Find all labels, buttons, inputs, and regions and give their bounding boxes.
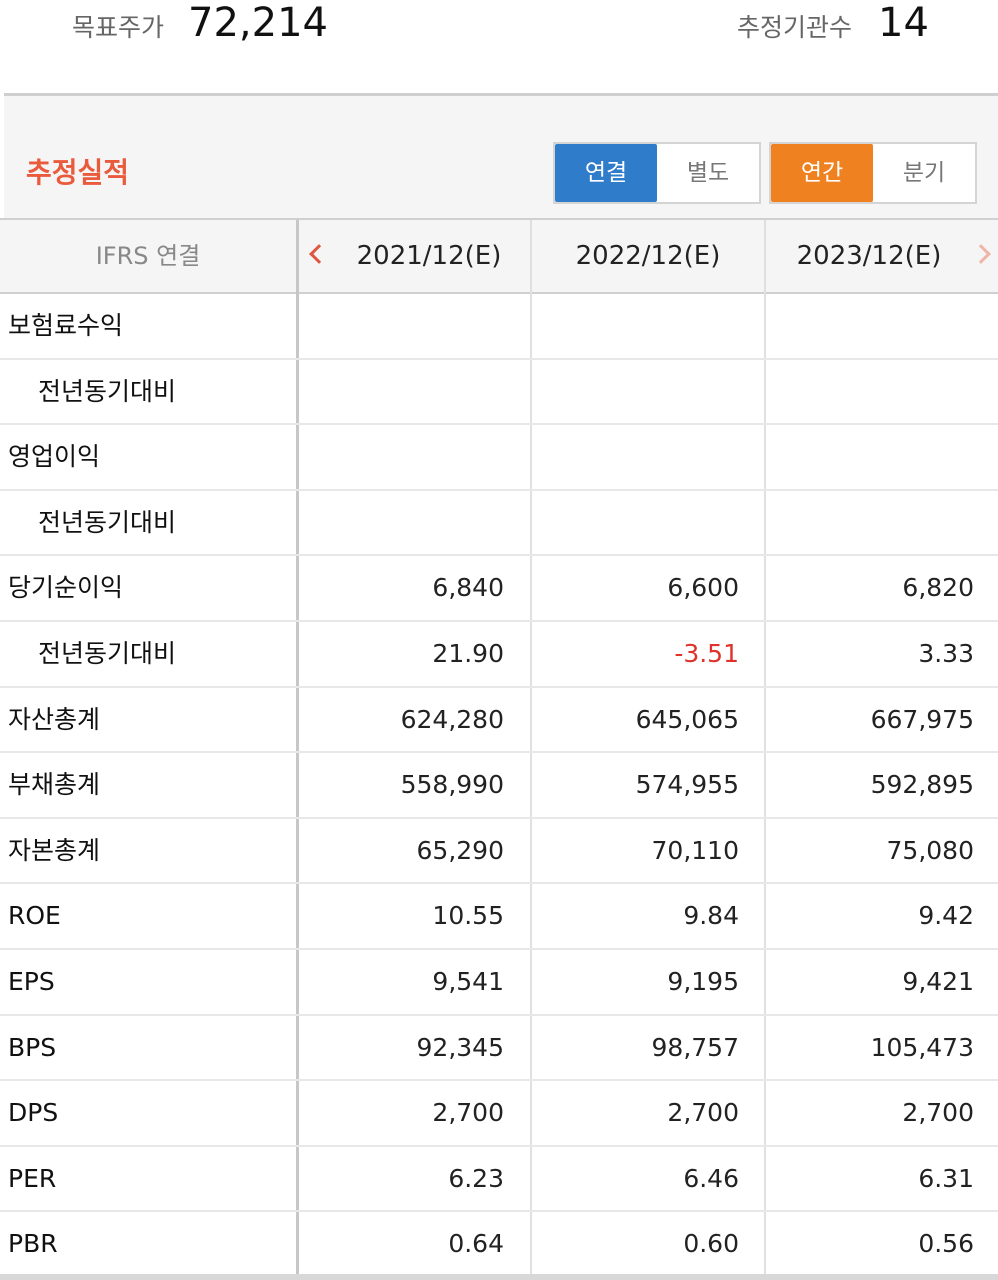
- table-cell: 9,541: [432, 966, 504, 996]
- row-label: PBR: [8, 1229, 58, 1259]
- table-cell: 70,110: [651, 835, 739, 865]
- row-label: 전년동기대비: [38, 638, 177, 668]
- table-row: EPS 9,541 9,195 9,421: [0, 950, 998, 1016]
- row-label: 부채총계: [8, 770, 101, 800]
- period-annual-button[interactable]: 연간: [771, 144, 873, 202]
- table-row: ROE 10.55 9.84 9.42: [0, 884, 998, 950]
- table-row: PBR 0.64 0.60 0.56: [0, 1212, 998, 1278]
- table-cell: 2,700: [667, 1098, 739, 1128]
- table-cell: 6.46: [683, 1163, 739, 1193]
- row-label: 영업이익: [8, 442, 101, 472]
- basis-toggle: 연결 별도: [553, 142, 761, 204]
- table-cell: [532, 425, 739, 489]
- period-toggle: 연간 분기: [769, 142, 977, 204]
- table-cell: [532, 360, 739, 424]
- table-cell: 667,975: [870, 704, 974, 734]
- table-cell: -3.51: [674, 638, 739, 668]
- table-cell: [766, 360, 974, 424]
- table-cell: [298, 491, 504, 555]
- table-cell: [766, 491, 974, 555]
- table-row: 보험료수익: [0, 294, 998, 360]
- row-label: ROE: [8, 901, 61, 931]
- table-cell: 645,065: [635, 704, 739, 734]
- row-label: EPS: [8, 966, 55, 996]
- table-cell: [766, 425, 974, 489]
- row-label: 자본총계: [8, 835, 101, 865]
- table-cell: 6.23: [448, 1163, 504, 1193]
- table-cell: 6,820: [902, 573, 974, 603]
- table-cell: [766, 294, 974, 358]
- section-title: 추정실적: [26, 156, 130, 189]
- institutions-value: 14: [878, 0, 929, 46]
- table-cell: 6,840: [432, 573, 504, 603]
- table-cell: [298, 294, 504, 358]
- table-cell: 9.42: [918, 901, 974, 931]
- table-cell: 2,700: [902, 1098, 974, 1128]
- table-cell: [532, 491, 739, 555]
- column-header: 2023/12(E): [796, 241, 942, 271]
- row-label: 전년동기대비: [38, 507, 177, 537]
- row-label: PER: [8, 1163, 57, 1193]
- row-label: 자산총계: [8, 704, 101, 734]
- table-cell: [298, 360, 504, 424]
- row-label: 당기순이익: [8, 573, 124, 603]
- table-cell: 9.84: [683, 901, 739, 931]
- target-price-label: 목표주가: [72, 13, 165, 42]
- column-divider: [764, 220, 766, 1280]
- table-row: DPS 2,700 2,700 2,700: [0, 1081, 998, 1147]
- table-cell: 21.90: [432, 638, 504, 668]
- corner-label: IFRS 연결: [95, 242, 201, 270]
- table-cell: 592,895: [870, 770, 974, 800]
- table-cell: 0.56: [918, 1229, 974, 1259]
- summary-header: 목표주가 72,214 추정기관수 14: [0, 0, 998, 93]
- table-row: 영업이익: [0, 425, 998, 491]
- table-row: BPS 92,345 98,757 105,473: [0, 1016, 998, 1082]
- table-cell: 2,700: [432, 1098, 504, 1128]
- table-row: 당기순이익 6,840 6,600 6,820: [0, 556, 998, 622]
- basis-separate-button[interactable]: 별도: [686, 160, 730, 186]
- table-cell: 105,473: [870, 1032, 974, 1062]
- table-row: PER 6.23 6.46 6.31: [0, 1147, 998, 1213]
- target-price-value: 72,214: [188, 0, 328, 46]
- table-cell: 65,290: [416, 835, 504, 865]
- table-row: 자산총계 624,280 645,065 667,975: [0, 688, 998, 754]
- table-cell: 574,955: [635, 770, 739, 800]
- table-cell: 558,990: [400, 770, 504, 800]
- table-cell: 75,080: [886, 835, 974, 865]
- table-row: 전년동기대비: [0, 360, 998, 426]
- table-row: 전년동기대비: [0, 491, 998, 557]
- table-cell: [532, 294, 739, 358]
- table-cell: 9,195: [667, 966, 739, 996]
- table-cell: 3.33: [918, 638, 974, 668]
- table-cell: 10.55: [432, 901, 504, 931]
- table-row: 부채총계 558,990 574,955 592,895: [0, 753, 998, 819]
- table-cell: 98,757: [651, 1032, 739, 1062]
- estimates-table: IFRS 연결 2021/12(E) 2022/12(E) 2023/12(E)…: [0, 218, 998, 1280]
- table-cell: 92,345: [416, 1032, 504, 1062]
- row-label: 보험료수익: [8, 311, 124, 340]
- column-divider: [530, 220, 532, 1280]
- column-header: 2022/12(E): [575, 241, 721, 271]
- institutions-label: 추정기관수: [737, 13, 853, 42]
- column-header: 2021/12(E): [356, 241, 502, 271]
- row-label: DPS: [8, 1098, 59, 1128]
- table-row: 전년동기대비 21.90 -3.51 3.33: [0, 622, 998, 688]
- table-cell: [298, 425, 504, 489]
- table-cell: 0.64: [448, 1229, 504, 1259]
- period-quarterly-button[interactable]: 분기: [902, 160, 946, 186]
- table-header: IFRS 연결 2021/12(E) 2022/12(E) 2023/12(E): [0, 220, 998, 294]
- section-header: 추정실적 연결 별도 연간 분기: [4, 93, 998, 218]
- table-row: 자본총계 65,290 70,110 75,080: [0, 819, 998, 885]
- table-body: 보험료수익 전년동기대비 영업이익 전년동기대비 당기순이익 6,840 6,600 6,82…: [0, 294, 998, 1278]
- row-label: BPS: [8, 1032, 57, 1062]
- table-cell: 9,421: [902, 966, 974, 996]
- table-cell: 6.31: [918, 1163, 974, 1193]
- basis-consolidated-button[interactable]: 연결: [555, 144, 657, 202]
- bottom-divider: [0, 1274, 998, 1280]
- table-cell: 624,280: [400, 704, 504, 734]
- table-cell: 0.60: [683, 1229, 739, 1259]
- table-cell: 6,600: [667, 573, 739, 603]
- row-label: 전년동기대비: [38, 376, 177, 406]
- label-divider: [296, 220, 299, 1280]
